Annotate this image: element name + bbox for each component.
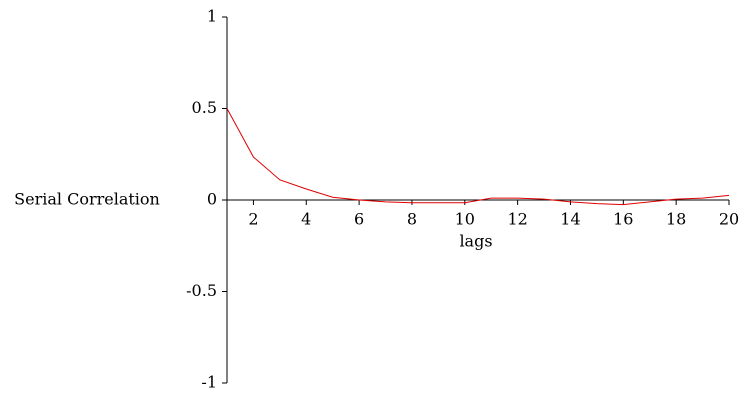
x-tick-label: 12 bbox=[507, 210, 527, 229]
y-tick-label: -1 bbox=[201, 373, 217, 392]
x-tick-label: 8 bbox=[407, 210, 417, 229]
y-tick-label: 1 bbox=[207, 7, 217, 26]
x-tick-label: 10 bbox=[455, 210, 475, 229]
x-tick-label: 14 bbox=[560, 210, 580, 229]
x-tick-label: 18 bbox=[666, 210, 686, 229]
y-tick-label: 0 bbox=[207, 190, 217, 209]
data-line bbox=[226, 108, 730, 206]
x-tick-label: 2 bbox=[248, 210, 258, 229]
y-tick-label: -0.5 bbox=[186, 281, 217, 300]
y-axis-label: Serial Correlation bbox=[14, 190, 160, 209]
x-tick-label: 4 bbox=[301, 210, 311, 229]
x-tick-label: 6 bbox=[354, 210, 364, 229]
x-tick-label: 16 bbox=[613, 210, 633, 229]
y-tick-label: 0.5 bbox=[192, 98, 217, 117]
x-tick-label: 20 bbox=[719, 210, 739, 229]
x-axis-label: lags bbox=[459, 232, 492, 251]
